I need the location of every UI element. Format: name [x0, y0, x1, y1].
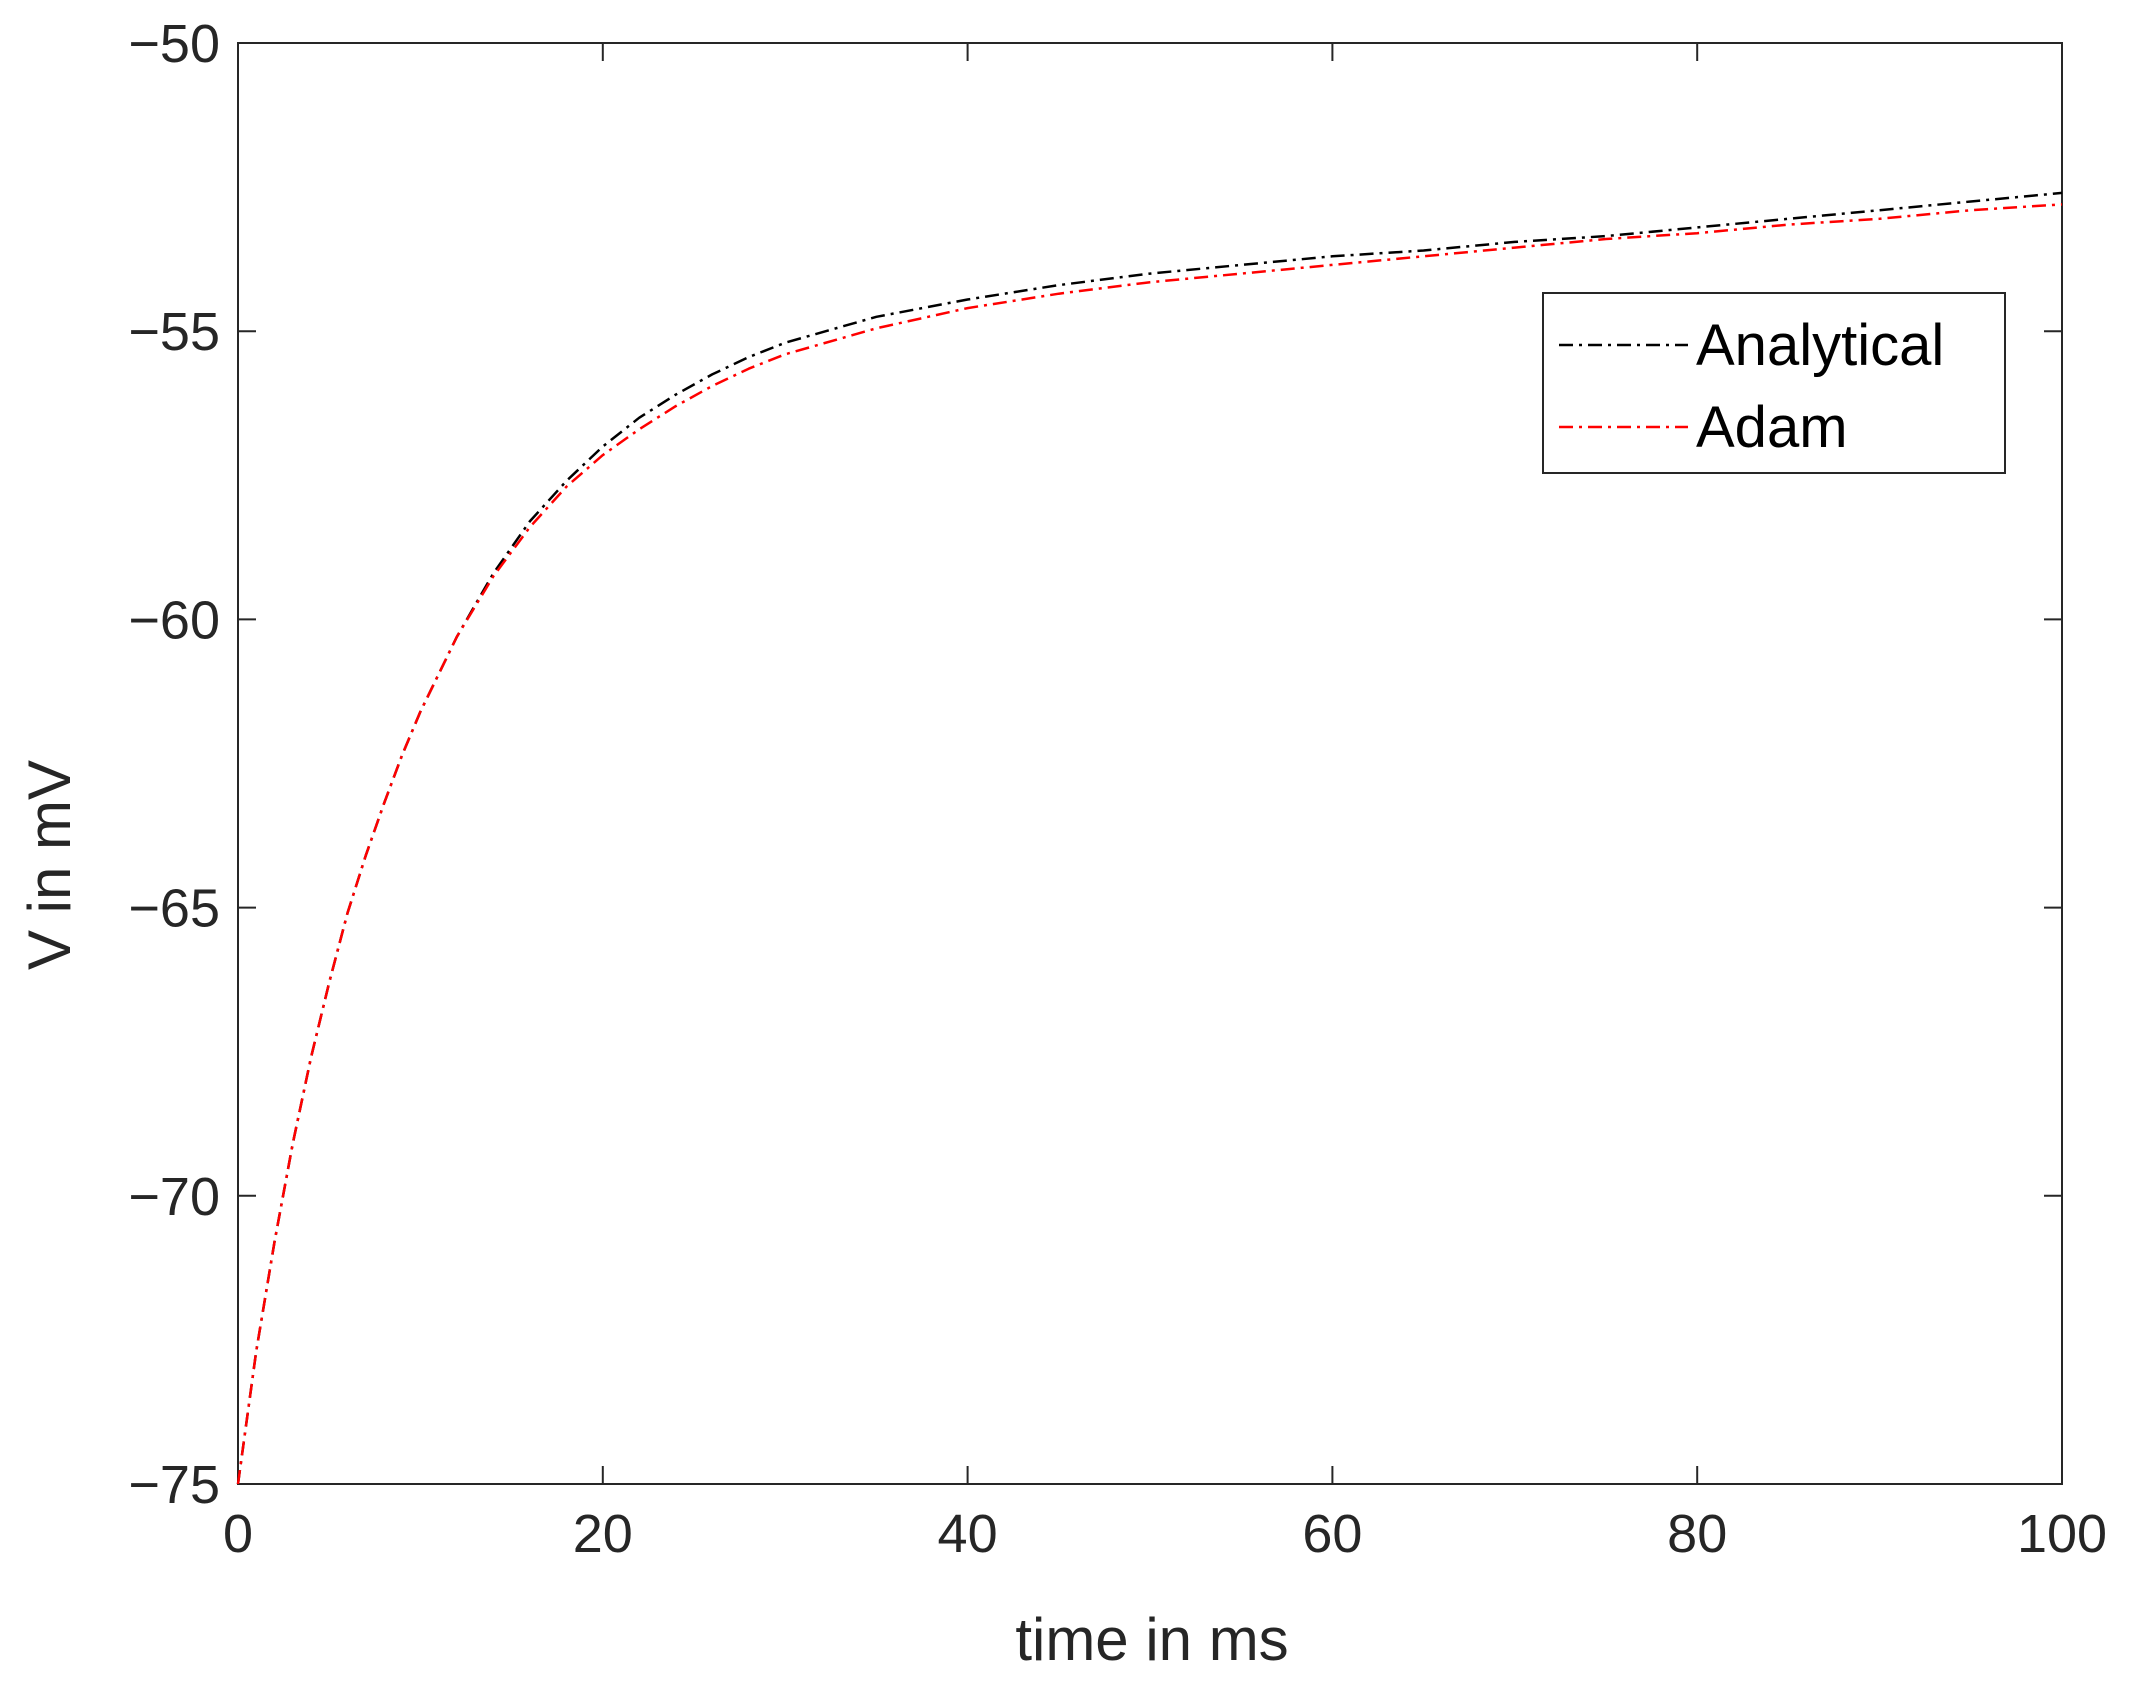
x-tick-label: 100	[2017, 1504, 2107, 1564]
series-line-adam	[236, 203, 2063, 1485]
y-tick-label: −75	[128, 1455, 220, 1515]
x-tick-label: 80	[1667, 1504, 1727, 1564]
plot-frame	[237, 42, 2063, 1485]
y-tick-label: −55	[128, 302, 220, 362]
y-axis-label: V in mV	[16, 760, 83, 970]
x-tick-label: 60	[1302, 1504, 1362, 1564]
y-tick-label: −65	[128, 879, 220, 939]
series-layer	[236, 191, 2063, 1485]
x-axis-label: time in ms	[1015, 1606, 1288, 1673]
legend-box	[1542, 292, 2006, 474]
legend-label: Analytical	[1696, 313, 1944, 378]
legend-label: Adam	[1696, 395, 1848, 460]
legend: Analytical Adam	[1542, 292, 2006, 474]
x-tick-label: 40	[938, 1504, 998, 1564]
x-tick-label: 0	[223, 1504, 253, 1564]
y-tick-label: −60	[128, 590, 220, 650]
y-tick-label: −50	[128, 14, 220, 74]
plot-area	[237, 42, 2063, 1485]
x-axis: 0 20 40 60 80 100	[223, 43, 2107, 1564]
y-tick-label: −70	[128, 1167, 220, 1227]
x-tick-label: 20	[573, 1504, 633, 1564]
y-axis: −75 −70 −65 −60 −55 −50	[128, 14, 2062, 1515]
